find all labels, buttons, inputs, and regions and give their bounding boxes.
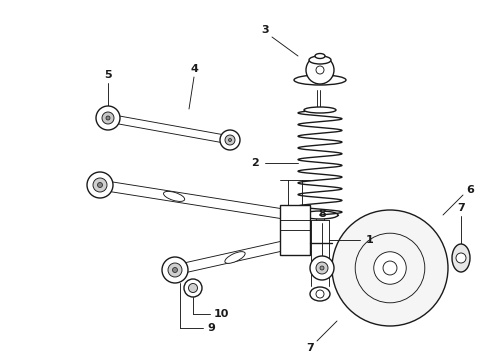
Circle shape bbox=[184, 279, 202, 297]
Circle shape bbox=[456, 253, 466, 263]
Circle shape bbox=[225, 135, 235, 145]
Ellipse shape bbox=[310, 287, 330, 301]
Text: 1: 1 bbox=[366, 235, 374, 245]
Circle shape bbox=[316, 66, 324, 74]
Ellipse shape bbox=[452, 244, 470, 272]
Ellipse shape bbox=[304, 107, 336, 113]
Text: 4: 4 bbox=[190, 64, 198, 74]
Circle shape bbox=[310, 256, 334, 280]
Text: 9: 9 bbox=[207, 323, 215, 333]
Circle shape bbox=[96, 106, 120, 130]
Text: 2: 2 bbox=[251, 158, 259, 167]
Circle shape bbox=[374, 252, 406, 284]
Bar bbox=[280, 205, 310, 255]
Circle shape bbox=[87, 172, 113, 198]
Circle shape bbox=[102, 112, 114, 124]
Circle shape bbox=[98, 183, 102, 188]
Circle shape bbox=[172, 267, 177, 273]
Ellipse shape bbox=[164, 192, 185, 201]
Circle shape bbox=[332, 210, 448, 326]
Text: 3: 3 bbox=[261, 25, 269, 35]
Text: 5: 5 bbox=[104, 70, 112, 80]
Text: 8: 8 bbox=[318, 209, 326, 219]
Circle shape bbox=[162, 257, 188, 283]
Circle shape bbox=[220, 130, 240, 150]
Ellipse shape bbox=[315, 54, 325, 59]
Ellipse shape bbox=[225, 252, 245, 264]
Circle shape bbox=[306, 56, 334, 84]
Text: 7: 7 bbox=[457, 203, 465, 213]
Ellipse shape bbox=[309, 56, 331, 64]
Circle shape bbox=[320, 266, 324, 270]
Text: 6: 6 bbox=[466, 185, 474, 195]
Circle shape bbox=[383, 261, 397, 275]
Circle shape bbox=[168, 263, 182, 277]
Ellipse shape bbox=[302, 211, 338, 219]
Circle shape bbox=[93, 178, 107, 192]
Ellipse shape bbox=[294, 75, 346, 85]
Circle shape bbox=[189, 284, 197, 292]
Circle shape bbox=[106, 116, 110, 120]
Circle shape bbox=[355, 233, 425, 303]
Circle shape bbox=[316, 290, 324, 298]
Text: 7: 7 bbox=[306, 343, 314, 353]
Circle shape bbox=[228, 139, 231, 141]
Text: 10: 10 bbox=[213, 309, 229, 319]
Circle shape bbox=[316, 262, 328, 274]
